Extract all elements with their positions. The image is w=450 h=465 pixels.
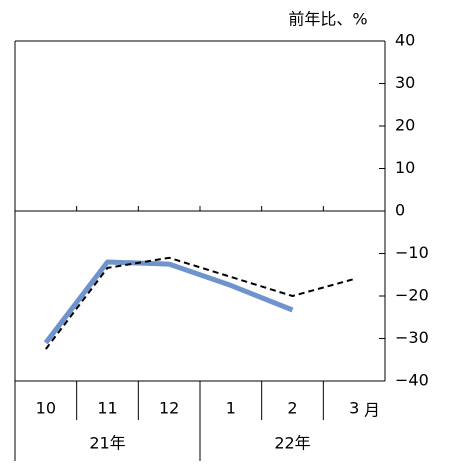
x-group-label: 21年 — [89, 434, 125, 453]
x-tick-label: 1 — [226, 399, 236, 418]
y-tick-label: 30 — [395, 73, 415, 92]
series-line — [45, 256, 355, 350]
y-axis-title: 前年比、% — [288, 10, 367, 29]
x-unit: 月 — [364, 401, 380, 420]
x-tick-label: 12 — [159, 399, 179, 418]
x-tick-label: 2 — [287, 399, 297, 418]
x-group-label: 22年 — [274, 434, 310, 453]
y-tick-label: 40 — [395, 31, 415, 50]
y-tick-label: −10 — [395, 243, 429, 262]
y-tick-label: 20 — [395, 116, 415, 135]
y-tick-label: −20 — [395, 286, 429, 305]
y-tick-label: 10 — [395, 158, 415, 177]
y-tick-label: −30 — [395, 328, 429, 347]
x-tick-label: 11 — [97, 399, 117, 418]
x-tick-label: 3 — [349, 399, 359, 418]
y-tick-label: 0 — [395, 201, 405, 220]
x-tick-label: 10 — [36, 399, 56, 418]
y-tick-label: −40 — [395, 371, 429, 390]
series-line — [43, 259, 294, 345]
